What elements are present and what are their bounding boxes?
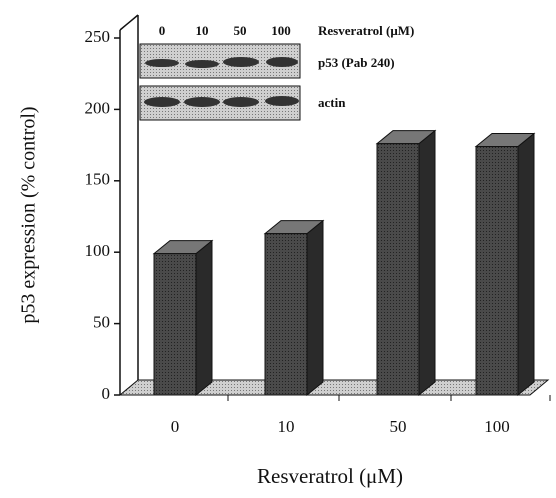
x-tick-label: 10 xyxy=(278,417,295,436)
inset-header: Resveratrol (μM) xyxy=(318,23,414,38)
lane-label: 50 xyxy=(234,23,247,38)
y-tick-label: 200 xyxy=(85,98,111,117)
y-tick-label: 250 xyxy=(85,27,111,46)
bar xyxy=(476,147,518,395)
x-tick-label: 50 xyxy=(390,417,407,436)
chart: Resveratrol (μM) p53 (Pab 240) actin 0 1… xyxy=(0,0,556,498)
x-axis-title: Resveratrol (μM) xyxy=(257,464,403,488)
lane-label: 0 xyxy=(159,23,166,38)
bar xyxy=(377,144,419,395)
x-tick-label: 0 xyxy=(171,417,180,436)
inset-blot: Resveratrol (μM) p53 (Pab 240) actin 0 1… xyxy=(140,23,414,120)
bar-side xyxy=(307,221,323,395)
bar xyxy=(265,234,307,395)
lane-label: 10 xyxy=(196,23,209,38)
y-tick-label: 50 xyxy=(93,313,110,332)
y-tick-label: 100 xyxy=(85,241,111,260)
inset-row-label: p53 (Pab 240) xyxy=(318,55,395,70)
inset-row-label: actin xyxy=(318,95,346,110)
bar xyxy=(154,254,196,395)
y-tick-label: 150 xyxy=(85,170,111,189)
lane-label: 100 xyxy=(271,23,291,38)
x-tick-label: 100 xyxy=(484,417,510,436)
axis-corner xyxy=(120,15,138,30)
bar-side xyxy=(518,134,534,395)
bar-side xyxy=(419,131,435,395)
y-axis-title: p53 expression (% control) xyxy=(18,106,40,323)
y-tick-label: 0 xyxy=(102,384,111,403)
bar-side xyxy=(196,241,212,395)
